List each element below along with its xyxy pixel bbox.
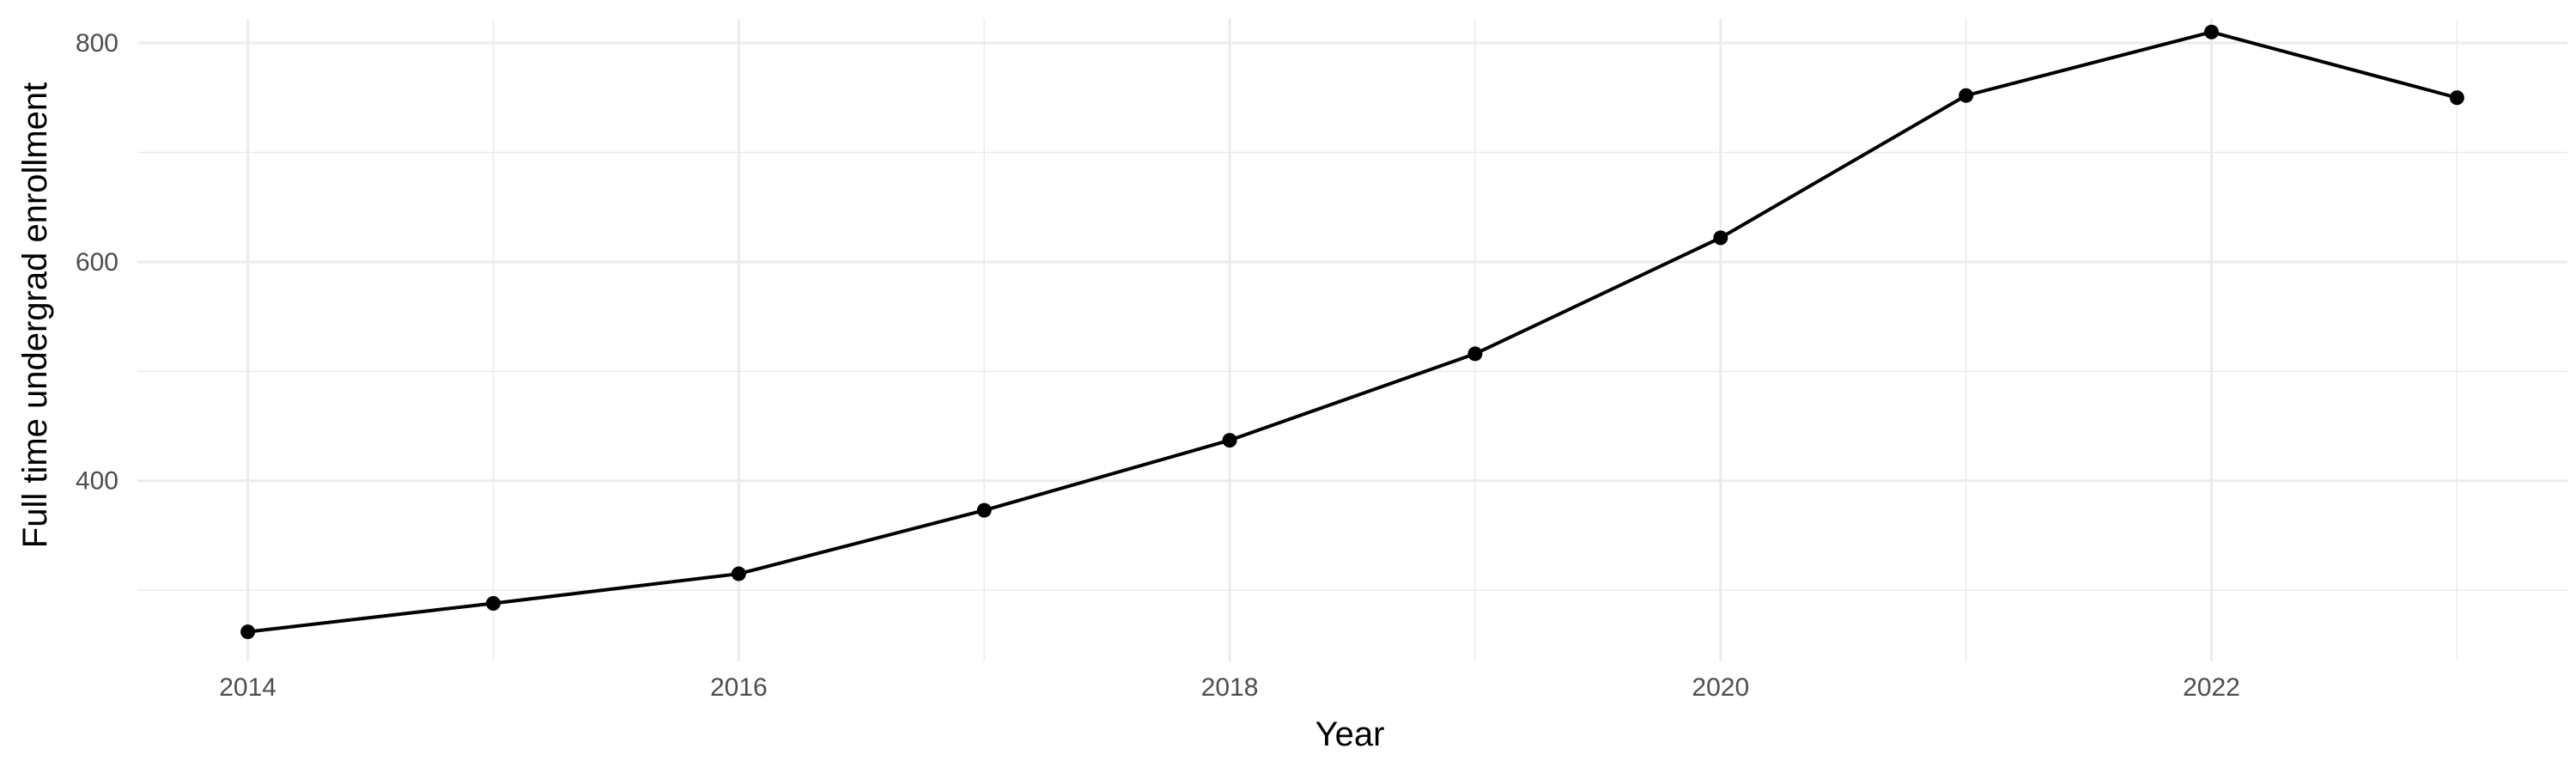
data-point <box>976 502 992 518</box>
data-point <box>731 566 746 581</box>
x-tick-label: 2018 <box>1201 673 1259 702</box>
x-tick-label: 2020 <box>1692 673 1749 702</box>
x-tick-label: 2022 <box>2183 673 2240 702</box>
data-point <box>485 595 501 611</box>
data-point <box>1222 433 1237 448</box>
data-point <box>1713 230 1728 246</box>
y-axis-ticks: 400 600 800 <box>76 29 118 496</box>
x-tick-label: 2016 <box>710 673 768 702</box>
series-line <box>247 30 2458 634</box>
y-axis-title: Full time undergrad enrollment <box>16 82 54 548</box>
y-tick-label: 400 <box>76 467 118 496</box>
x-axis-ticks: 2014 2016 2018 2020 2022 <box>219 673 2240 702</box>
grid <box>137 19 2567 661</box>
y-tick-label: 800 <box>76 29 118 58</box>
data-point <box>1467 346 1483 362</box>
data-point <box>2449 90 2464 106</box>
data-point <box>240 624 256 640</box>
data-point <box>2204 24 2220 40</box>
series <box>240 24 2464 640</box>
data-point <box>1959 88 1974 103</box>
y-tick-label: 600 <box>76 248 118 277</box>
x-axis-title: Year <box>1315 715 1385 753</box>
x-tick-label: 2014 <box>219 673 276 702</box>
